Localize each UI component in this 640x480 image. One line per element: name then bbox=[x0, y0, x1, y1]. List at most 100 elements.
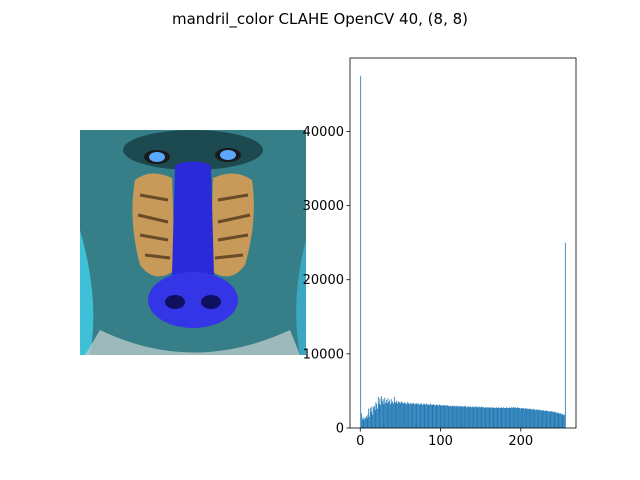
histogram-bar bbox=[407, 403, 409, 428]
histogram-bar bbox=[458, 406, 460, 428]
histogram-bar bbox=[523, 408, 525, 428]
histogram-bar bbox=[505, 407, 507, 428]
histogram-bar bbox=[541, 410, 543, 428]
histogram-bar bbox=[549, 411, 551, 428]
histogram-bar bbox=[454, 405, 455, 428]
histogram-bar bbox=[367, 414, 369, 428]
histogram-bar bbox=[482, 407, 484, 428]
y-tick-label: 30000 bbox=[303, 199, 344, 214]
histogram-bar bbox=[499, 407, 501, 428]
histogram-bar bbox=[476, 406, 478, 428]
histogram-bar bbox=[395, 402, 397, 428]
histogram-bar bbox=[544, 410, 546, 428]
histogram-bar bbox=[397, 403, 398, 428]
histogram-bar bbox=[450, 405, 451, 428]
histogram-bar bbox=[432, 405, 434, 428]
histogram-bar bbox=[564, 414, 565, 428]
histogram-bar bbox=[467, 406, 468, 428]
histogram-bar bbox=[478, 407, 480, 428]
histogram-bar bbox=[527, 408, 529, 428]
histogram-bar bbox=[410, 402, 412, 428]
histogram-bar bbox=[361, 413, 362, 428]
histogram-bar bbox=[389, 400, 390, 428]
histogram-bar bbox=[546, 410, 548, 428]
histogram-bar bbox=[434, 405, 435, 428]
histogram-bar bbox=[360, 75, 362, 428]
histogram-bar bbox=[365, 417, 366, 428]
histogram-bar bbox=[471, 407, 472, 428]
histogram-bar bbox=[487, 407, 488, 428]
histogram-bar bbox=[415, 404, 417, 428]
histogram-bar bbox=[494, 407, 496, 428]
histogram-bar bbox=[490, 407, 492, 428]
histogram-bar bbox=[519, 407, 520, 428]
histogram-bar bbox=[551, 410, 553, 428]
histogram-bar bbox=[445, 405, 447, 428]
histogram-bar bbox=[472, 407, 474, 428]
y-tick-label: 40000 bbox=[303, 125, 344, 140]
axes-frame bbox=[349, 57, 577, 429]
histogram-bar bbox=[374, 410, 376, 428]
histogram-bar bbox=[543, 410, 545, 428]
histogram-bar bbox=[377, 408, 378, 428]
histogram-bar bbox=[537, 410, 539, 428]
histogram-bar bbox=[548, 411, 549, 428]
histogram-bar bbox=[431, 404, 433, 428]
histogram-bar bbox=[401, 401, 403, 428]
histogram-bar bbox=[425, 405, 427, 428]
histogram-bar bbox=[380, 405, 382, 428]
histogram-bar bbox=[530, 408, 532, 428]
histogram-bar bbox=[394, 402, 396, 428]
histogram-bar bbox=[414, 403, 416, 428]
histogram-bar bbox=[411, 404, 413, 428]
histogram-bar bbox=[377, 396, 379, 428]
histogram-bar bbox=[502, 407, 504, 428]
histogram-bar bbox=[368, 408, 370, 428]
histogram-bar bbox=[421, 403, 423, 428]
histogram-bar bbox=[540, 410, 542, 428]
histogram-bar bbox=[519, 408, 521, 428]
histogram-bar bbox=[498, 407, 500, 428]
histogram-bar bbox=[521, 407, 523, 428]
histogram-bar bbox=[409, 404, 411, 428]
histogram-bar bbox=[450, 406, 452, 428]
histogram-bar bbox=[552, 411, 554, 428]
histogram-bar bbox=[552, 411, 553, 428]
histogram-bar bbox=[381, 401, 383, 428]
histogram-bar bbox=[504, 407, 506, 428]
histogram-bar bbox=[373, 407, 374, 428]
histogram-bar bbox=[438, 404, 440, 428]
histogram-bar bbox=[405, 402, 407, 428]
histogram-bar bbox=[369, 407, 371, 428]
histogram-bar bbox=[379, 398, 381, 428]
histogram-bar bbox=[525, 407, 527, 428]
histogram-bar bbox=[540, 410, 541, 428]
histogram-bar bbox=[455, 405, 457, 428]
histogram-bar bbox=[515, 407, 517, 428]
histogram-bar bbox=[529, 408, 531, 428]
histogram-bar bbox=[534, 409, 536, 428]
histogram-bar bbox=[458, 405, 459, 428]
histogram-bar bbox=[383, 404, 385, 428]
histogram-bar bbox=[416, 402, 418, 428]
histogram-bar bbox=[419, 403, 421, 428]
histogram-bar bbox=[385, 399, 387, 428]
histogram-bar bbox=[473, 406, 475, 428]
histogram-bar bbox=[470, 406, 472, 428]
histogram-bar bbox=[548, 410, 550, 428]
histogram-bar bbox=[404, 403, 406, 428]
histogram-bar bbox=[390, 399, 392, 428]
histogram-bar bbox=[511, 407, 512, 428]
histogram-bar bbox=[483, 407, 484, 428]
histogram-bar bbox=[429, 405, 431, 428]
histogram-bar bbox=[463, 406, 465, 428]
histogram-bar bbox=[436, 405, 438, 428]
histogram-bar bbox=[479, 406, 480, 428]
histogram-bar bbox=[457, 406, 459, 428]
histogram-bar bbox=[399, 402, 401, 428]
histogram-bar bbox=[557, 412, 559, 428]
histogram-bar bbox=[539, 409, 541, 428]
x-tick-label: 200 bbox=[508, 434, 533, 449]
histogram-bar bbox=[497, 407, 499, 428]
histogram-bar bbox=[562, 413, 564, 428]
